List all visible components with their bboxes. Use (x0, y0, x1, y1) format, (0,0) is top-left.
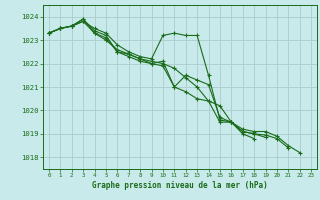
X-axis label: Graphe pression niveau de la mer (hPa): Graphe pression niveau de la mer (hPa) (92, 181, 268, 190)
